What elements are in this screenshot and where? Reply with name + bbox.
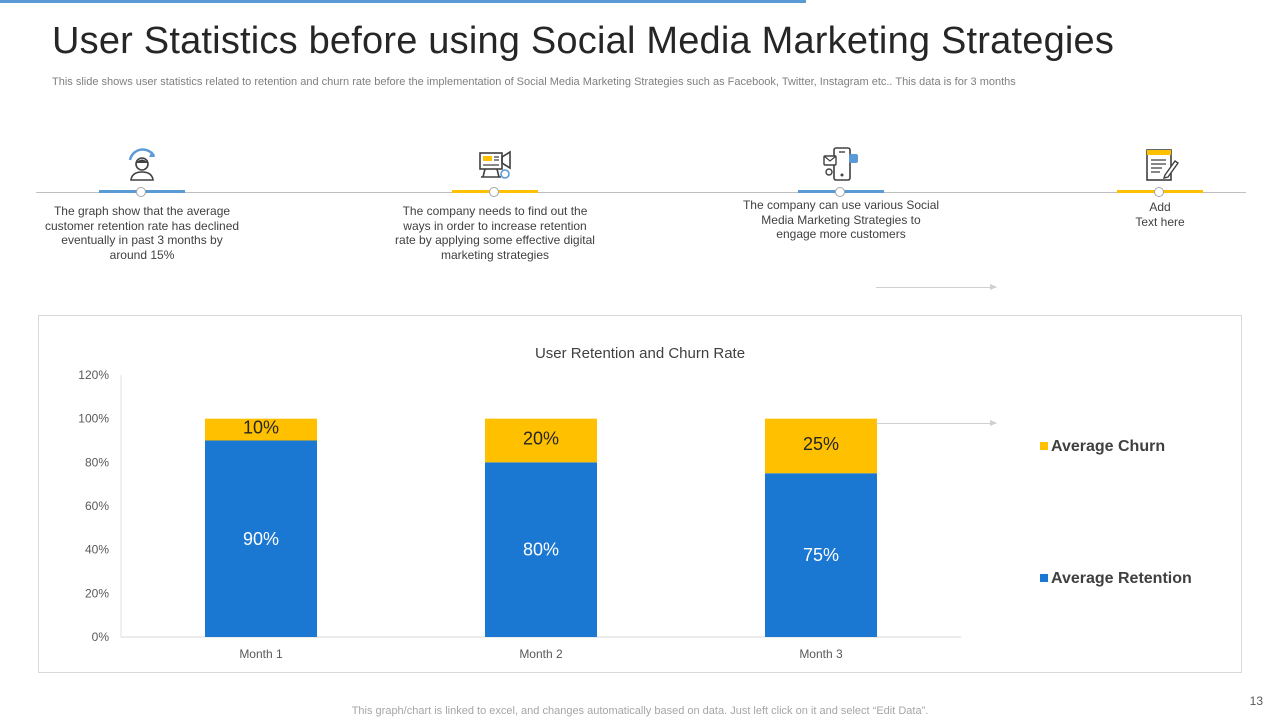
- top-accent-bar: [0, 0, 806, 3]
- y-tick-label: 40%: [85, 543, 109, 557]
- bar-segment: [765, 473, 877, 637]
- timeline-dot: [136, 187, 146, 197]
- data-label: 10%: [243, 418, 279, 438]
- timeline-line: [36, 192, 1246, 193]
- data-label: 25%: [803, 434, 839, 454]
- bar-segment: [485, 462, 597, 637]
- timeline-step-text: The company needs to find out the ways i…: [395, 204, 595, 262]
- y-tick-label: 80%: [85, 455, 109, 469]
- data-label: 20%: [523, 429, 559, 449]
- legend-swatch: [1040, 574, 1048, 582]
- mobile-social-icon: [823, 147, 858, 181]
- data-label: 90%: [243, 529, 279, 549]
- x-tick-label: Month 3: [799, 647, 843, 661]
- timeline-dot: [489, 187, 499, 197]
- y-tick-label: 0%: [92, 630, 110, 644]
- chart-frame[interactable]: User Retention and Churn Rate 0% 20% 40% 60%…: [38, 315, 1242, 673]
- user-refresh-icon: [128, 148, 156, 181]
- x-tick-label: Month 1: [239, 647, 283, 661]
- chart-title: User Retention and Churn Rate: [535, 345, 745, 362]
- legend-label: Average Retention: [1051, 570, 1192, 587]
- timeline-step-text: Add Text here: [1135, 200, 1185, 229]
- y-tick-label: 20%: [85, 586, 109, 600]
- data-label: 75%: [803, 545, 839, 565]
- timeline-step-text: The company can use various Social Media…: [742, 198, 940, 241]
- data-label: 80%: [523, 540, 559, 560]
- timeline-dot: [1154, 187, 1164, 197]
- bar-segment: [205, 418, 317, 441]
- bar-segment: [205, 440, 317, 637]
- notepad-edit-icon: [1146, 149, 1179, 181]
- digital-marketing-icon: [479, 150, 511, 179]
- y-tick-label: 120%: [78, 368, 109, 382]
- timeline-dot: [835, 187, 845, 197]
- decorative-arrow: [876, 284, 997, 290]
- slide-title: User Statistics before using Social Medi…: [52, 20, 1115, 62]
- legend-label: Average Churn: [1051, 438, 1165, 455]
- slide-subtitle: This slide shows user statistics related…: [52, 76, 1016, 88]
- legend-swatch: [1040, 442, 1048, 450]
- footer-note: This graph/chart is linked to excel, and…: [351, 705, 929, 717]
- bar-segment: [765, 418, 877, 474]
- y-tick-label: 100%: [78, 412, 109, 426]
- bar-segment: [485, 418, 597, 463]
- stacked-bar-chart: User Retention and Churn Rate 0% 20% 40% 60%…: [78, 345, 1192, 661]
- decorative-arrow: [876, 420, 997, 426]
- y-tick-label: 60%: [85, 499, 109, 513]
- x-tick-label: Month 2: [519, 647, 563, 661]
- page-number: 13: [1249, 694, 1263, 708]
- timeline-step-text: The graph show that the average customer…: [44, 204, 240, 262]
